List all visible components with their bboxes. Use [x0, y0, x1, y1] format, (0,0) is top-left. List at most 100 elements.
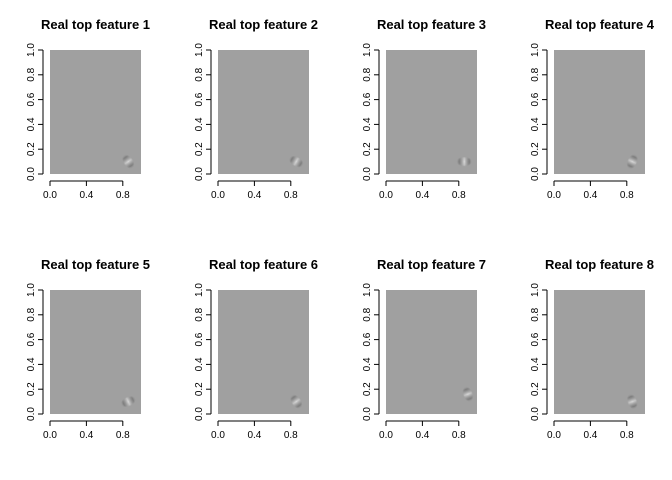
- x-tick-label: 0.4: [79, 430, 93, 441]
- y-tick-label: 1.0: [530, 43, 541, 57]
- x-tick-label: 0.0: [43, 190, 57, 201]
- y-tick-label: 0.4: [530, 117, 541, 131]
- y-axis: 0.0 0.2 0.4 0.6 0.8 1.0: [26, 43, 44, 181]
- y-tick-label: 1.0: [530, 283, 541, 297]
- x-tick-label: 0.0: [547, 430, 561, 441]
- image-area: [218, 290, 309, 414]
- y-tick-label: 0.8: [530, 307, 541, 321]
- y-axis: 0.0 0.2 0.4 0.6 0.8 1.0: [194, 43, 212, 181]
- y-tick-label: 1.0: [26, 283, 37, 297]
- y-tick-label: 0.4: [362, 117, 373, 131]
- y-tick-label: 0.8: [362, 307, 373, 321]
- x-tick-label: 0.8: [116, 430, 130, 441]
- panel-2: Real top feature 20.0 0.4 0.80.00.20.40.60…: [194, 17, 318, 201]
- y-tick-label: 1.0: [362, 43, 373, 57]
- y-tick-label: 0.4: [26, 117, 37, 131]
- x-axis: 0.0 0.4 0.8: [211, 420, 298, 441]
- y-tick-label: 0.6: [194, 332, 205, 346]
- image-area: [50, 290, 141, 414]
- y-tick-label: 0.2: [362, 142, 373, 156]
- x-tick-label: 0.8: [620, 190, 634, 201]
- y-tick-label: 0.2: [530, 382, 541, 396]
- y-axis: 0.0 0.2 0.4 0.6 0.8 1.0: [362, 283, 380, 421]
- image-area: [386, 50, 477, 174]
- x-tick-label: 0.4: [415, 430, 429, 441]
- x-tick-label: 0.8: [452, 430, 466, 441]
- panel-title: Real top feature 3: [377, 17, 486, 32]
- y-tick-label: 0.8: [530, 67, 541, 81]
- y-tick-label: 0.6: [530, 92, 541, 106]
- y-tick-label: 0.2: [530, 142, 541, 156]
- x-tick-label: 0.4: [79, 190, 93, 201]
- y-tick-label: 0.0: [530, 407, 541, 421]
- feature-blob: [118, 393, 138, 410]
- panel-title: Real top feature 5: [41, 257, 150, 272]
- x-tick-label: 0.8: [620, 430, 634, 441]
- panel-1: Real top feature 1 0.0 0.4 0.8 0.0 0.2 0.4 0.60…: [26, 17, 150, 201]
- panel-3: Real top feature 30.0 0.4 0.80.00.20.40.60…: [362, 17, 486, 201]
- panel-title: Real top feature 7: [377, 257, 486, 272]
- x-axis: 0.0 0.4 0.8: [547, 180, 634, 201]
- y-axis: 0.0 0.2 0.4 0.6 0.8 1.0: [362, 43, 380, 181]
- y-tick-label: 0.4: [194, 357, 205, 371]
- y-tick-label: 0.6: [530, 332, 541, 346]
- y-tick-label: 0.0: [362, 167, 373, 181]
- y-tick-label: 0.4: [26, 357, 37, 371]
- x-tick-label: 0.8: [284, 190, 298, 201]
- panel-7: Real top feature 70.0 0.4 0.80.00.20.40.60…: [362, 257, 486, 441]
- feature-blob: [286, 153, 306, 170]
- image-area: [50, 50, 141, 174]
- image-area: [554, 290, 645, 414]
- image-area: [218, 50, 309, 174]
- x-tick-label: 0.0: [379, 430, 393, 441]
- panel-title: Real top feature 6: [209, 257, 318, 272]
- y-tick-label: 0.6: [26, 92, 37, 106]
- panel-title: Real top feature 1: [41, 17, 150, 32]
- y-axis: 0.0 0.2 0.4 0.6 0.8 1.0: [194, 283, 212, 421]
- y-tick-label: 0.6: [362, 332, 373, 346]
- x-tick-label: 0.8: [452, 190, 466, 201]
- x-tick-label: 0.4: [247, 430, 261, 441]
- x-tick-label: 0.8: [284, 430, 298, 441]
- y-tick-label: 0.0: [362, 407, 373, 421]
- x-axis: 0.0 0.4 0.8: [379, 420, 466, 441]
- feature-blob: [119, 152, 137, 172]
- y-tick-label: 1.0: [194, 283, 205, 297]
- y-tick-label: 0.0: [530, 167, 541, 181]
- y-tick-label: 0.8: [194, 67, 205, 81]
- panel-5: Real top feature 50.0 0.4 0.80.00.20.40.60…: [26, 257, 150, 441]
- y-tick-label: 0.0: [26, 167, 37, 181]
- x-tick-label: 0.4: [415, 190, 429, 201]
- y-tick-label: 0.2: [26, 382, 37, 396]
- image-area: [554, 50, 645, 174]
- feature-blob: [460, 384, 476, 404]
- x-axis: 0.0 0.4 0.8: [211, 180, 298, 201]
- y-tick-label: 0.0: [194, 167, 205, 181]
- y-tick-label: 0.2: [194, 142, 205, 156]
- y-tick-label: 0.6: [194, 92, 205, 106]
- y-tick-label: 0.4: [530, 357, 541, 371]
- x-tick-label: 0.0: [211, 430, 225, 441]
- x-axis: 0.0 0.4 0.8: [43, 180, 130, 201]
- y-tick-label: 0.8: [26, 67, 37, 81]
- y-tick-label: 0.4: [194, 117, 205, 131]
- x-tick-label: 0.4: [247, 190, 261, 201]
- y-tick-label: 0.0: [194, 407, 205, 421]
- x-tick-label: 0.4: [583, 190, 597, 201]
- panel-6: Real top feature 60.0 0.4 0.80.00.20.40.60…: [194, 257, 318, 441]
- x-tick-label: 0.0: [211, 190, 225, 201]
- y-tick-label: 1.0: [362, 283, 373, 297]
- y-tick-label: 1.0: [26, 43, 37, 57]
- y-tick-label: 0.2: [26, 142, 37, 156]
- image-area: [386, 290, 477, 414]
- y-tick-label: 0.6: [26, 332, 37, 346]
- x-axis: 0.0 0.4 0.8: [547, 420, 634, 441]
- y-tick-label: 0.6: [362, 92, 373, 106]
- feature-blob: [624, 152, 641, 171]
- feature-blob: [624, 392, 640, 411]
- x-tick-label: 0.4: [583, 430, 597, 441]
- y-tick-label: 0.2: [362, 382, 373, 396]
- y-tick-label: 0.8: [194, 307, 205, 321]
- y-tick-label: 1.0: [194, 43, 205, 57]
- x-axis: 0.0 0.4 0.8: [43, 420, 130, 441]
